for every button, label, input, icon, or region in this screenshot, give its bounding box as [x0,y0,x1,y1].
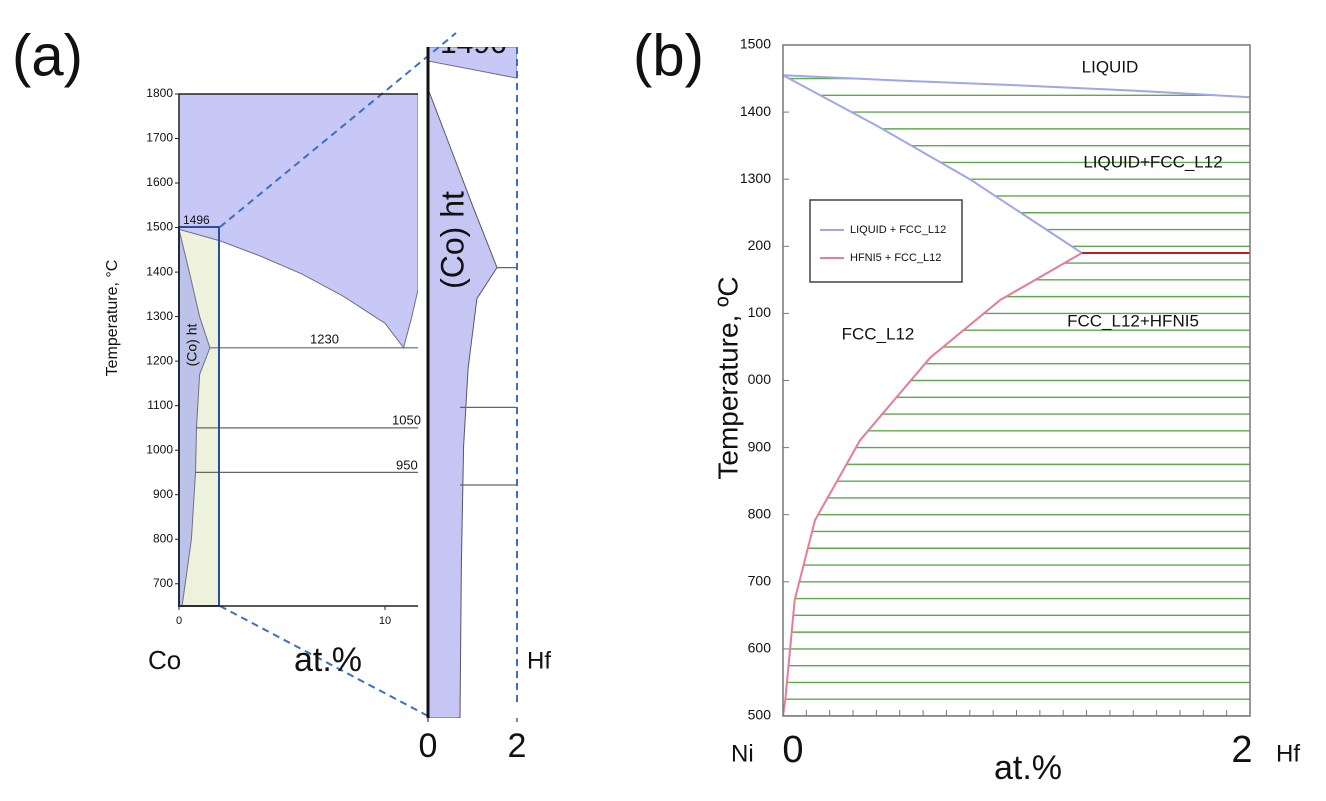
y-tick-label: 800 [153,531,173,545]
y-tick-label: 800 [748,505,772,521]
x-tick-label: 0 [176,615,182,627]
legend-label: HFNI5 + FCC_L12 [850,252,941,264]
annotation: 1496 [183,213,210,227]
annotation: 1050 [392,412,421,427]
phase-region [179,229,211,606]
y-tick-label: 1600 [146,175,173,189]
phase-region [428,88,498,718]
x-tick-label: 0 [419,727,438,765]
legend-label: LIQUID + FCC_L12 [850,224,946,236]
plot-area [179,94,418,606]
y-tick-label: 1700 [146,131,173,145]
x-axis-label: at.% [294,641,362,679]
annotation: (Co) ht [184,324,200,367]
annotation: (Co) ht [434,191,470,289]
annotation: 1230 [310,331,339,346]
y-tick-label: 1300 [146,309,173,323]
legend-box [809,199,963,283]
y-tick-label: 1200 [146,353,173,367]
y-tick-label: 600 [748,640,772,656]
y-tick-label: 1800 [146,86,173,100]
y-tick-label: 1000 [146,442,173,456]
annotation: FCC_L12+HFNI5 [1067,311,1199,330]
y-axis-label: Temperature, ºC [712,276,743,479]
element-label: Co [148,645,181,675]
y-tick-label: 200 [748,237,772,253]
phase-boundary [783,74,1250,254]
plot-area: 1496 [428,27,517,718]
panel-label: (a) [12,23,83,88]
y-tick-label: 1500 [740,36,771,52]
plots: 1496 [179,27,1250,718]
axis-frame [178,93,418,607]
y-tick-label: 900 [748,438,772,454]
annotation: LIQUID+FCC_L12 [1083,152,1222,171]
zoom-line [219,32,457,228]
y-tick-label: 1400 [146,264,173,278]
y-tick-label: 1500 [146,220,173,234]
y-tick-label: 700 [748,573,772,589]
x-tick-label: 2 [508,727,527,765]
zoom-line [219,605,429,717]
x-tick-label: 2 [1231,729,1252,771]
x-axis-label: at.% [994,749,1062,787]
y-tick-label: 1400 [740,103,771,119]
y-tick-label: 500 [748,707,772,723]
y-tick-label: 100 [748,304,772,320]
y-axis-label: Temperature, °C [104,260,121,377]
x-tick-label: 0 [782,729,803,771]
element-label: Ni [731,740,754,767]
plot-area [783,45,1250,716]
phase-boundary [783,252,1083,716]
element-label: Hf [1276,740,1300,767]
panel-label: (b) [633,23,704,88]
annotation: 1496 [440,27,507,60]
element-label: Hf [527,647,551,674]
annotation: FCC_L12 [842,324,915,343]
x-tick-label: 10 [379,615,391,627]
y-tick-label: 700 [153,576,173,590]
y-tick-label: 1300 [740,170,771,186]
annotation: 950 [396,457,418,472]
phase-region [428,47,517,79]
phase-region [179,94,418,349]
y-tick-label: 900 [153,487,173,501]
y-tick-label: 000 [748,371,772,387]
annotation: LIQUID [1082,57,1139,76]
y-tick-label: 1100 [147,398,173,412]
